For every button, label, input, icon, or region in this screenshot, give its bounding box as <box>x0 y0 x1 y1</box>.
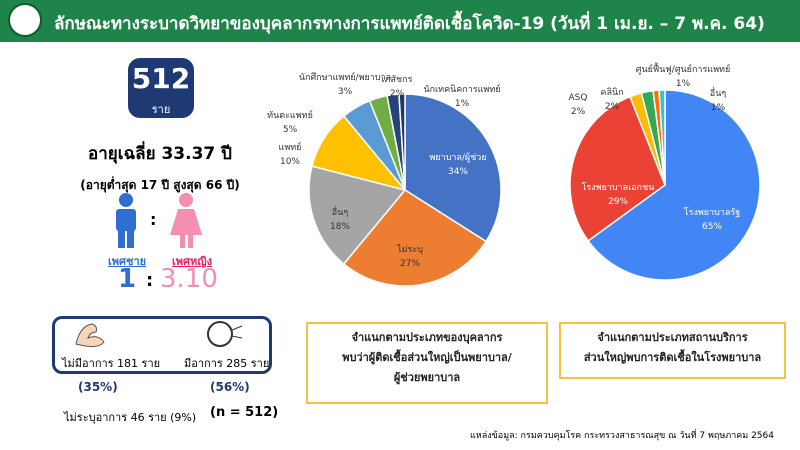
slice-value-label: 5% <box>283 125 298 135</box>
female-label: เพศหญิง <box>172 255 212 268</box>
slice-value-label: 1% <box>455 99 470 109</box>
pie-slice <box>308 165 407 266</box>
slice-label: ASQ <box>569 93 588 103</box>
slice-label: โรงพยาบาลรัฐ <box>684 207 740 218</box>
slice-value-label: 1% <box>711 103 726 113</box>
male-ratio: 1 <box>118 264 137 294</box>
symptomatic: มีอาการ 285 ราย <box>184 357 270 370</box>
slice-value-label: 10% <box>280 157 300 167</box>
symptom-box <box>52 316 272 374</box>
slice-label: ทันตะแพทย์ <box>267 109 313 121</box>
slice-label: อื่นๆ <box>332 205 349 218</box>
symptomatic-pct: (56%) <box>210 380 250 394</box>
slice-label: นักศึกษาแพทย์/พยาบาล <box>299 71 391 83</box>
slice-label: คลินิก <box>600 87 623 98</box>
source: แหล่งข้อมูล: กรมควบคุมโรค กระทรวงสาธารณส… <box>470 431 774 441</box>
slice-label: โรงพยาบาลเอกชน <box>582 182 655 193</box>
slice-label: พยาบาล/ผู้ช่วย <box>429 152 486 163</box>
slice-label: แพทย์ <box>279 141 302 153</box>
slice-value-label: 1% <box>676 79 691 89</box>
asymptomatic: ไม่มีอาการ 181 ราย <box>62 357 161 370</box>
total: 512 <box>131 62 191 95</box>
slice-label: เภสัชกร <box>382 75 413 85</box>
caption-line: ผู้ช่วยพยาบาล <box>394 371 461 385</box>
logo <box>8 3 42 37</box>
pie-slice <box>342 189 488 287</box>
slice-value-label: 3% <box>338 87 353 97</box>
total-badge <box>128 58 194 118</box>
slice-value-label: 2% <box>605 102 620 112</box>
symptom-icons <box>75 321 243 348</box>
slice-label: อื่นๆ <box>710 86 727 99</box>
pie-slice <box>569 95 666 242</box>
n-total: (n = 512) <box>210 405 279 420</box>
male-label: เพศชาย <box>108 255 147 268</box>
header-bar <box>0 0 800 42</box>
slice-value-label: 2% <box>390 89 405 99</box>
slice-value-label: 29% <box>608 197 628 207</box>
slice-label: นักเทคนิคการแพทย์ <box>423 83 500 95</box>
avg-age: อายุเฉลี่ย 33.37 ปี <box>88 144 232 164</box>
pie-slice <box>658 89 666 186</box>
pie-slice <box>587 89 761 281</box>
slice-value-label: 34% <box>448 167 468 177</box>
total-unit: ราย <box>151 103 171 116</box>
slice-value-label: 18% <box>330 222 350 232</box>
header-title: ลักษณะทางระบาดวิทยาของบุคลากรทางการแพทย์… <box>54 14 765 34</box>
age-range: (อายุต่ำสุด 17 ปี สูงสุด 66 ปี) <box>80 178 240 192</box>
unknown: ไม่ระบุอาการ 46 ราย (9%) <box>64 411 197 424</box>
slice-label: ไม่ระบุ <box>396 244 423 255</box>
gender-icons <box>116 193 202 248</box>
asymptomatic-pct: (35%) <box>78 380 118 394</box>
female-ratio: 3.10 <box>160 264 218 294</box>
caption-line: พบว่าผู้ติดเชื้อส่วนใหญ่เป็นพยาบาล/ <box>342 349 513 365</box>
slice-value-label: 27% <box>400 259 420 269</box>
slice-value-label: 65% <box>702 222 722 232</box>
gender-sep: : <box>150 210 157 229</box>
caption-box <box>559 322 786 379</box>
caption-line: ส่วนใหญ่พบการติดเชื้อในโรงพยาบาล <box>584 349 762 364</box>
ratio-sep: : <box>146 270 154 291</box>
slice-value-label: 2% <box>571 107 586 117</box>
slice-label: ศูนย์ฟื้นฟู/ศูนย์การแพทย์ <box>636 62 730 75</box>
caption-box <box>306 322 548 404</box>
caption-line: จำแนกตามประเภทสถานบริการ <box>597 331 747 344</box>
pie-slice <box>398 93 406 191</box>
caption-line: จำแนกตามประเภทของบุคลากร <box>352 331 503 345</box>
